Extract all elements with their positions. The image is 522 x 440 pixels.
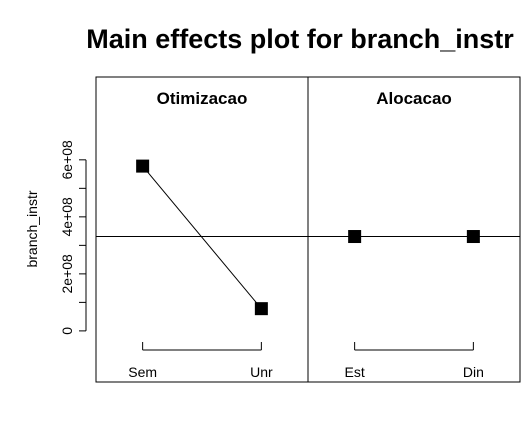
y-tick-label: 6e+08: [59, 140, 75, 180]
data-point: [466, 230, 480, 244]
panel-title: Otimizacao: [157, 89, 248, 108]
category-label: Sem: [128, 364, 157, 380]
data-point: [136, 159, 150, 173]
y-tick-label: 4e+08: [59, 197, 75, 237]
category-label: Est: [345, 364, 365, 380]
data-point: [348, 230, 362, 244]
category-label: Unr: [250, 364, 273, 380]
category-label: Din: [463, 364, 484, 380]
y-axis: 0 2e+08 4e+08 6e+08: [59, 140, 87, 335]
data-point: [254, 302, 268, 316]
y-tick-label: 2e+08: [59, 254, 75, 294]
panel-title: Alocacao: [376, 89, 452, 108]
y-tick-label: 0: [59, 327, 75, 335]
panel-alocacao: Alocacao Est Din: [345, 89, 484, 380]
chart-title: Main effects plot for branch_instr: [86, 24, 514, 54]
y-axis-label: branch_instr: [24, 190, 40, 267]
panel-otimizacao: Otimizacao Sem Unr: [128, 89, 273, 380]
series-line: [142, 165, 262, 309]
panels: Otimizacao Sem Unr Alocacao Est Din: [95, 76, 521, 383]
